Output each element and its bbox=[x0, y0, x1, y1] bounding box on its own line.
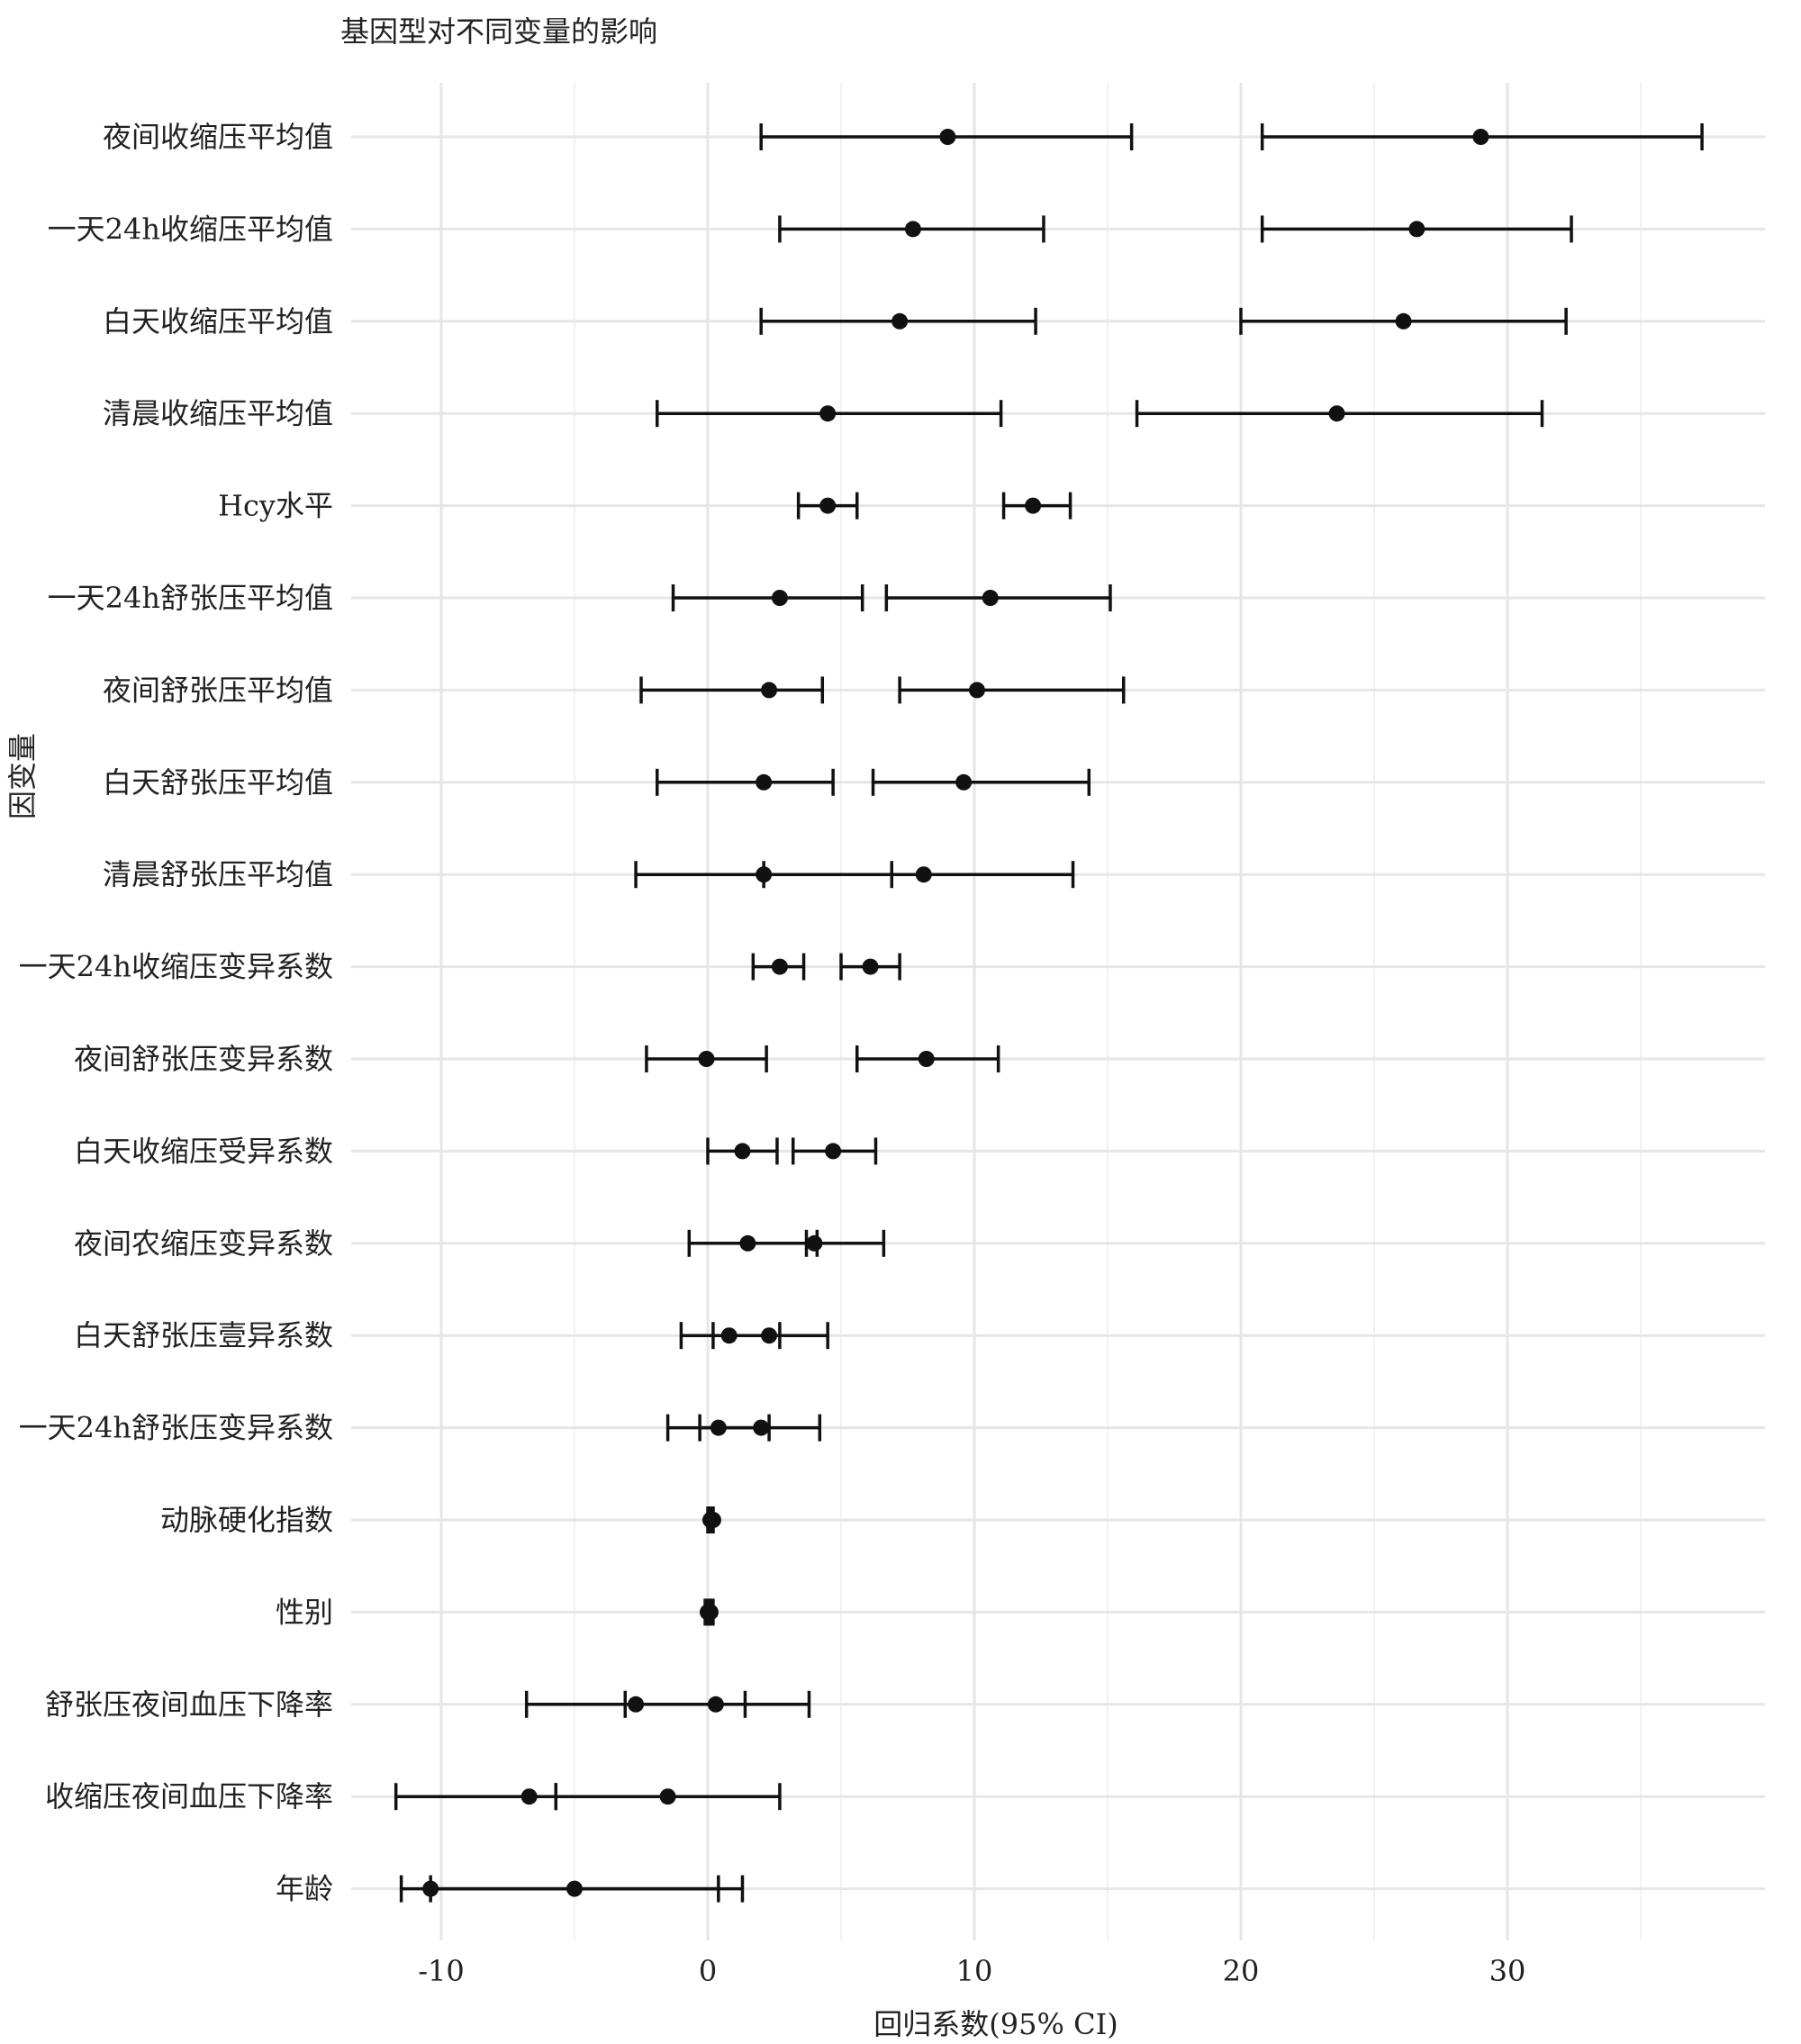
estimate-point bbox=[761, 682, 778, 699]
x-tick-labels: -10 0 10 20 30 bbox=[418, 1954, 1525, 1988]
category-label: 性别 bbox=[276, 1595, 333, 1629]
category-label: 夜间农缩压变异系数 bbox=[74, 1226, 333, 1261]
category-label: 夜间舒张压平均值 bbox=[103, 673, 333, 707]
estimate-point bbox=[756, 866, 773, 883]
category-label: 一天24h舒张压变异系数 bbox=[19, 1411, 333, 1445]
estimate-point bbox=[904, 221, 921, 238]
estimate-point bbox=[771, 590, 788, 606]
category-label: 一天24h收缩压变异系数 bbox=[19, 950, 333, 984]
estimate-point bbox=[918, 1051, 935, 1067]
estimate-point bbox=[520, 1788, 538, 1805]
estimate-point bbox=[1472, 129, 1489, 145]
estimate-point bbox=[701, 1604, 719, 1621]
estimate-point bbox=[566, 1880, 583, 1897]
estimate-point bbox=[915, 866, 932, 883]
estimate-point bbox=[968, 682, 985, 699]
category-label: 清晨收缩压平均值 bbox=[103, 396, 333, 430]
estimate-point bbox=[982, 590, 999, 606]
category-label: 白天舒张压平均值 bbox=[103, 765, 333, 800]
estimate-point bbox=[753, 1419, 770, 1436]
estimate-point bbox=[939, 129, 956, 145]
estimate-point bbox=[1408, 221, 1425, 238]
grid-layer bbox=[351, 83, 1765, 1940]
category-label: 清晨舒张压平均值 bbox=[103, 857, 333, 891]
y-axis-title: 因变量 bbox=[5, 733, 40, 819]
x-tick-label: -10 bbox=[418, 1954, 465, 1988]
estimate-point bbox=[955, 773, 973, 791]
x-tick-label: 30 bbox=[1489, 1954, 1526, 1988]
category-label: 舒张压夜间血压下降率 bbox=[45, 1687, 333, 1722]
estimate-point bbox=[710, 1419, 727, 1436]
estimate-point bbox=[734, 1143, 751, 1160]
estimate-point bbox=[422, 1880, 439, 1897]
estimate-point bbox=[1328, 405, 1345, 422]
estimate-point bbox=[1025, 497, 1042, 514]
estimate-point bbox=[806, 1235, 823, 1252]
x-axis-title: 回归系数(95% CI) bbox=[873, 2007, 1118, 2041]
estimate-point bbox=[720, 1327, 738, 1344]
chart-title: 基因型对不同变量的影响 bbox=[340, 14, 657, 49]
category-label: 白天收缩压受异系数 bbox=[74, 1134, 333, 1168]
estimate-point bbox=[862, 958, 879, 975]
x-tick-label: 20 bbox=[1223, 1954, 1260, 1988]
category-label: 一天24h收缩压平均值 bbox=[48, 212, 333, 246]
points bbox=[422, 129, 1489, 1897]
category-label: 收缩压夜间血压下降率 bbox=[45, 1779, 333, 1813]
estimate-point bbox=[704, 1512, 721, 1528]
estimate-point bbox=[756, 773, 773, 791]
estimate-point bbox=[698, 1051, 715, 1067]
category-label: 年龄 bbox=[276, 1872, 333, 1906]
category-label: 夜间收缩压平均值 bbox=[103, 120, 333, 154]
estimate-point bbox=[771, 958, 788, 975]
category-label: 白天收缩压平均值 bbox=[103, 304, 333, 339]
estimate-point bbox=[761, 1327, 778, 1344]
estimate-point bbox=[739, 1235, 756, 1252]
estimate-point bbox=[819, 405, 837, 422]
x-tick-label: 10 bbox=[956, 1954, 993, 1988]
estimate-point bbox=[825, 1143, 842, 1160]
estimate-point bbox=[819, 497, 837, 514]
category-label: 白天舒张压壹异系数 bbox=[74, 1318, 333, 1352]
x-tick-label: 0 bbox=[699, 1954, 717, 1988]
category-label: 动脉硬化指数 bbox=[160, 1503, 333, 1537]
estimate-point bbox=[1395, 312, 1412, 330]
estimate-point bbox=[659, 1788, 676, 1805]
category-label: Hcy水平 bbox=[218, 489, 333, 523]
category-label: 一天24h舒张压平均值 bbox=[48, 581, 333, 615]
estimate-point bbox=[891, 312, 909, 330]
estimate-point bbox=[707, 1696, 724, 1713]
category-label: 夜间舒张压变异系数 bbox=[74, 1042, 333, 1076]
estimate-point bbox=[628, 1696, 645, 1713]
